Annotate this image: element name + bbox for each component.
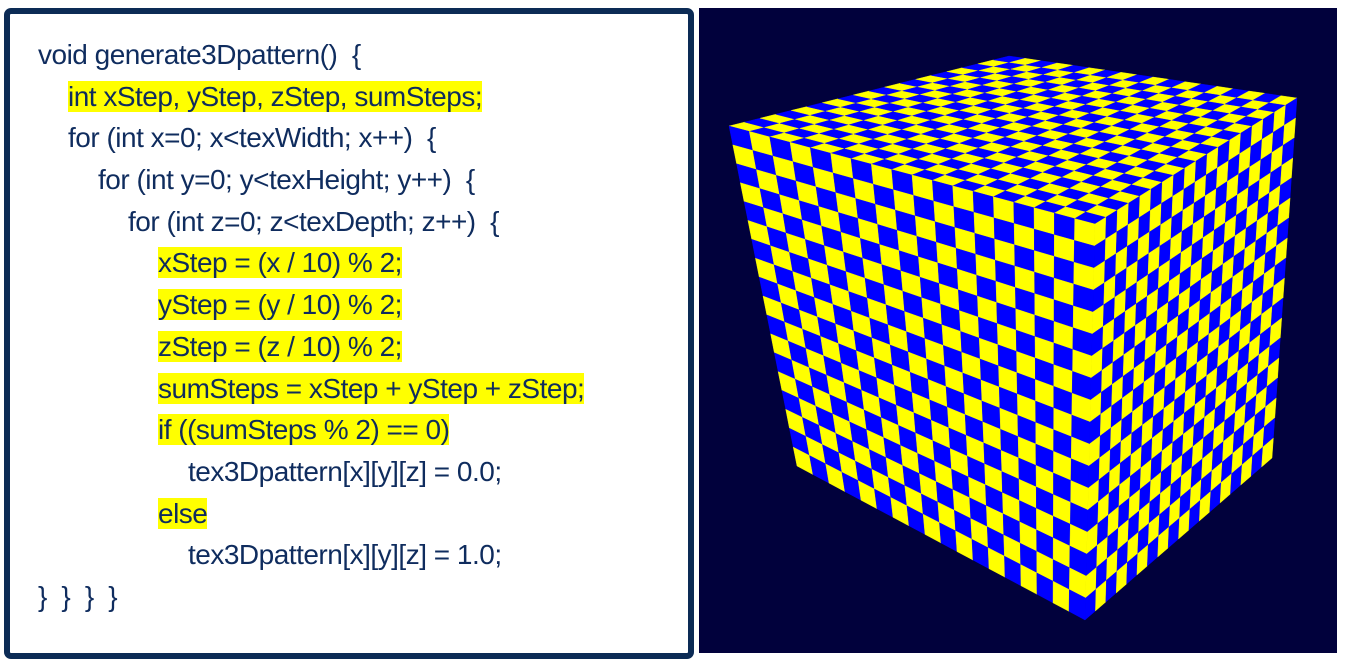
highlighted-code-text: yStep = (y / 10) % 2; [158, 289, 402, 321]
code-line: yStep = (y / 10) % 2; [38, 284, 584, 326]
highlighted-code-text: int xStep, yStep, zStep, sumSteps; [68, 80, 483, 112]
code-line: for (int y=0; y<texHeight; y++) { [38, 159, 584, 201]
code-line: else [38, 493, 584, 535]
cube-top-face [728, 55, 1298, 225]
code-panel: void generate3Dpattern() { int xStep, ySt… [4, 8, 694, 659]
code-line: xStep = (x / 10) % 2; [38, 242, 584, 284]
code-line: zStep = (z / 10) % 2; [38, 326, 584, 368]
code-text: for (int z=0; z<texDepth; z++) { [128, 205, 500, 237]
code-line: sumSteps = xStep + yStep + zStep; [38, 368, 585, 410]
code-line: } } } } [38, 576, 584, 618]
highlighted-code-text: sumSteps = xStep + yStep + zStep; [158, 372, 585, 404]
code-line: tex3Dpattern[x][y][z] = 1.0; [38, 534, 584, 576]
code-text: for (int x=0; x<texWidth; x++) { [68, 122, 436, 154]
highlighted-code-text: zStep = (z / 10) % 2; [158, 330, 402, 362]
highlighted-code-text: else [158, 497, 208, 529]
render-panel [699, 8, 1337, 653]
checkerboard-cube [728, 55, 1298, 621]
code-line: for (int x=0; x<texWidth; x++) { [38, 117, 584, 159]
cube-left-face [728, 125, 1096, 621]
code-text: tex3Dpattern[x][y][z] = 0.0; [188, 455, 502, 487]
code-line: int xStep, yStep, zStep, sumSteps; [38, 76, 584, 118]
code-line: void generate3Dpattern() { [38, 34, 584, 76]
code-text: } } } } [38, 580, 118, 612]
code-line: for (int z=0; z<texDepth; z++) { [38, 201, 584, 243]
code-text: tex3Dpattern[x][y][z] = 1.0; [188, 539, 502, 571]
checker-cell [1261, 437, 1274, 468]
code-block: void generate3Dpattern() { int xStep, ySt… [38, 34, 585, 618]
highlighted-code-text: if ((sumSteps % 2) == 0) [158, 414, 450, 446]
code-text: void generate3Dpattern() { [38, 39, 361, 70]
highlighted-code-text: xStep = (x / 10) % 2; [158, 247, 402, 279]
code-line: tex3Dpattern[x][y][z] = 0.0; [38, 451, 584, 493]
code-line: if ((sumSteps % 2) == 0) [38, 409, 584, 451]
cube-right-face [1084, 97, 1298, 621]
code-text: for (int y=0; y<texHeight; y++) { [98, 164, 475, 196]
